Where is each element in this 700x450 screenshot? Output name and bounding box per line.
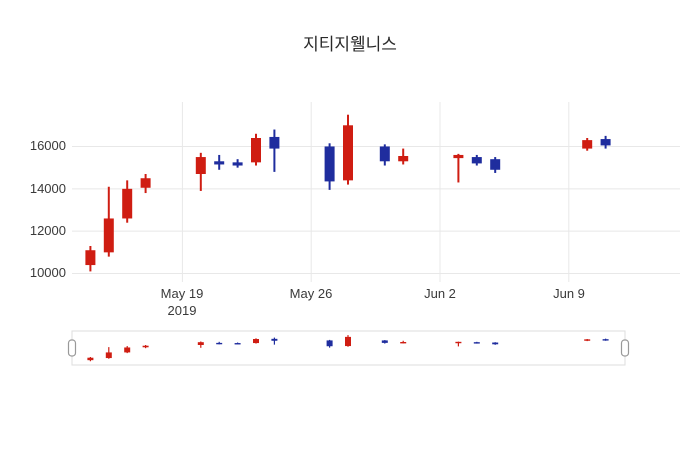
- candle-body: [251, 138, 261, 163]
- candle-body: [197, 342, 204, 345]
- candle-body: [326, 340, 333, 347]
- x-tick-jun9: Jun 9: [553, 286, 585, 301]
- y-tick-10000: 10000: [29, 265, 66, 280]
- candle-body: [453, 154, 464, 159]
- candle-body: [122, 188, 133, 219]
- candle-body: [234, 343, 241, 345]
- candle-body: [398, 156, 409, 162]
- candle-body: [140, 178, 151, 188]
- candle-body: [103, 218, 114, 253]
- candle-body: [214, 161, 225, 165]
- candle-body: [379, 146, 390, 162]
- candle-body: [602, 339, 609, 341]
- chart-title: 지티지웰니스: [303, 35, 397, 54]
- rangeslider-handle-left[interactable]: [67, 339, 77, 357]
- rangeslider-handle-right[interactable]: [620, 339, 630, 357]
- candle-body: [142, 345, 149, 348]
- candle-body: [124, 347, 131, 353]
- candle-body: [381, 340, 388, 343]
- candle-body: [492, 342, 499, 345]
- candle-body: [473, 342, 480, 344]
- candle-body: [87, 357, 94, 361]
- candle-body: [269, 136, 280, 149]
- y-tick-16000: 16000: [29, 138, 66, 153]
- candle-body: [455, 341, 462, 344]
- candle-body: [232, 162, 243, 166]
- x-tick-jun2: Jun 2: [424, 286, 456, 301]
- candle-body: [584, 339, 591, 341]
- x-tick-may26: May 26: [289, 286, 333, 301]
- candle-body: [400, 342, 407, 344]
- y-tick-14000: 14000: [29, 181, 66, 196]
- candle-body: [582, 140, 593, 149]
- candle-body: [195, 157, 206, 174]
- x-tick-year: 2019: [167, 303, 197, 318]
- candle-body: [253, 339, 259, 344]
- candle-body: [216, 342, 223, 345]
- x-tick-may19: May 19: [160, 286, 204, 301]
- candle-body: [324, 146, 335, 182]
- y-tick-12000: 12000: [29, 223, 66, 238]
- candle-body: [600, 139, 611, 146]
- candle-body: [343, 125, 353, 181]
- candle-body: [471, 157, 482, 164]
- candle-body: [490, 159, 501, 170]
- candle-body: [105, 352, 112, 359]
- candle-body: [345, 336, 351, 347]
- candle-body: [85, 250, 96, 266]
- candle-body: [271, 338, 278, 341]
